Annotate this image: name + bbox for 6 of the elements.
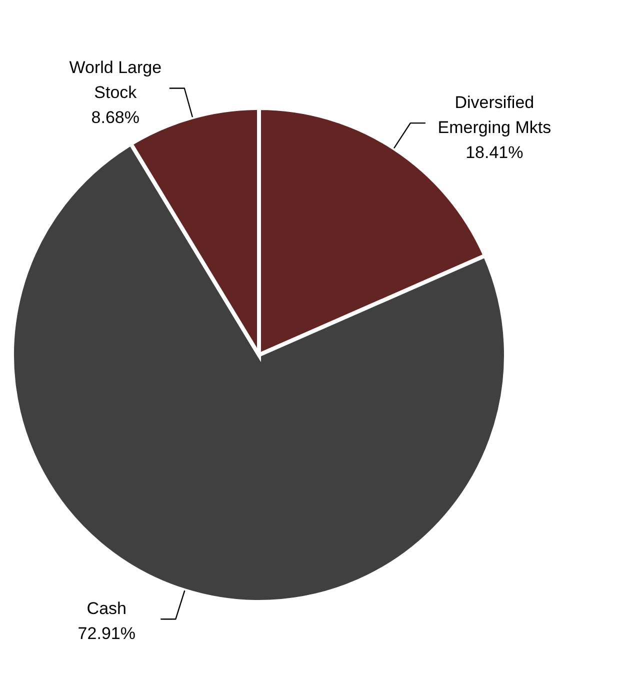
data-label: 8.68%: [91, 108, 140, 128]
slice-label: Diversified Emerging Mkts: [438, 93, 552, 138]
slice-label: World Large Stock: [69, 58, 162, 102]
slice-label: Cash: [86, 599, 126, 618]
data-label: 72.91%: [78, 624, 136, 644]
data-label: 18.41%: [466, 143, 524, 162]
